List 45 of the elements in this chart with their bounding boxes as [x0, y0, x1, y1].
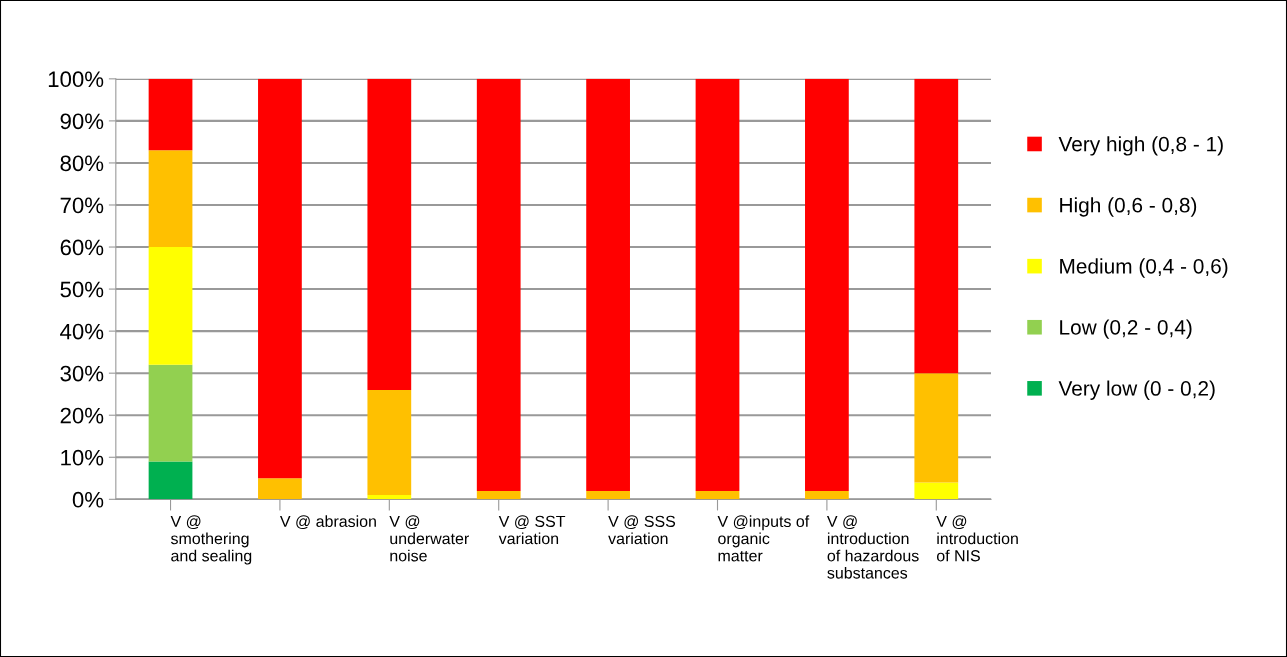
bar: [914, 78, 959, 374]
bar: [258, 478, 302, 500]
y-tick-label: 100%: [48, 71, 104, 88]
y-tick-label: 0%: [72, 491, 104, 508]
bar: [148, 364, 193, 462]
bar: [914, 482, 959, 500]
y-tick-label: 40%: [60, 323, 104, 340]
bar: [586, 490, 630, 500]
y-tick-label: 70%: [60, 197, 104, 214]
bar: [476, 490, 521, 500]
y-tick-label: 20%: [60, 407, 104, 424]
bar: [586, 78, 630, 491]
x-tick-label: V @ smothering and sealing: [170, 515, 252, 565]
bar: [476, 78, 521, 491]
y-tick-label: 50%: [60, 281, 104, 298]
y-tick-label: 30%: [60, 365, 104, 382]
bar: [805, 78, 849, 491]
x-tick-label: V @ SSS variation: [608, 515, 676, 545]
bar: [367, 78, 412, 390]
bar: [695, 490, 740, 500]
bar: [258, 78, 302, 479]
y-tick-label: 90%: [60, 113, 104, 130]
x-tick-label: V @ abrasion: [279, 515, 376, 530]
y-tick-label: 80%: [60, 155, 104, 172]
bar: [367, 390, 412, 496]
legend-label: High (0,6 - 0,8): [1060, 197, 1197, 217]
legend-label: Very high (0,8 - 1): [1058, 136, 1223, 156]
bar: [367, 495, 412, 500]
bar: [695, 78, 740, 491]
bar: [148, 150, 193, 248]
bar: [148, 78, 193, 151]
legend-label: Low (0,2 - 0,4): [1060, 319, 1192, 339]
bar: [148, 461, 193, 500]
bar: [805, 490, 849, 500]
x-tick-label: V @inputs of organic matter: [717, 515, 810, 562]
legend-label: Medium (0,4 - 0,6): [1060, 258, 1228, 278]
legend-label: Very low (0 - 0,2): [1058, 380, 1215, 400]
x-tick-label: V @ introduction of NIS: [936, 515, 1018, 562]
x-tick-label: V @ SST variation: [498, 515, 566, 545]
y-tick-label: 10%: [61, 449, 104, 466]
y-tick-label: 60%: [60, 239, 104, 256]
x-tick-label: V @ introduction of hazardous substances: [826, 515, 919, 579]
bar: [148, 247, 193, 365]
bar: [914, 373, 959, 483]
x-tick-label: V @ underwater noise: [389, 515, 469, 562]
